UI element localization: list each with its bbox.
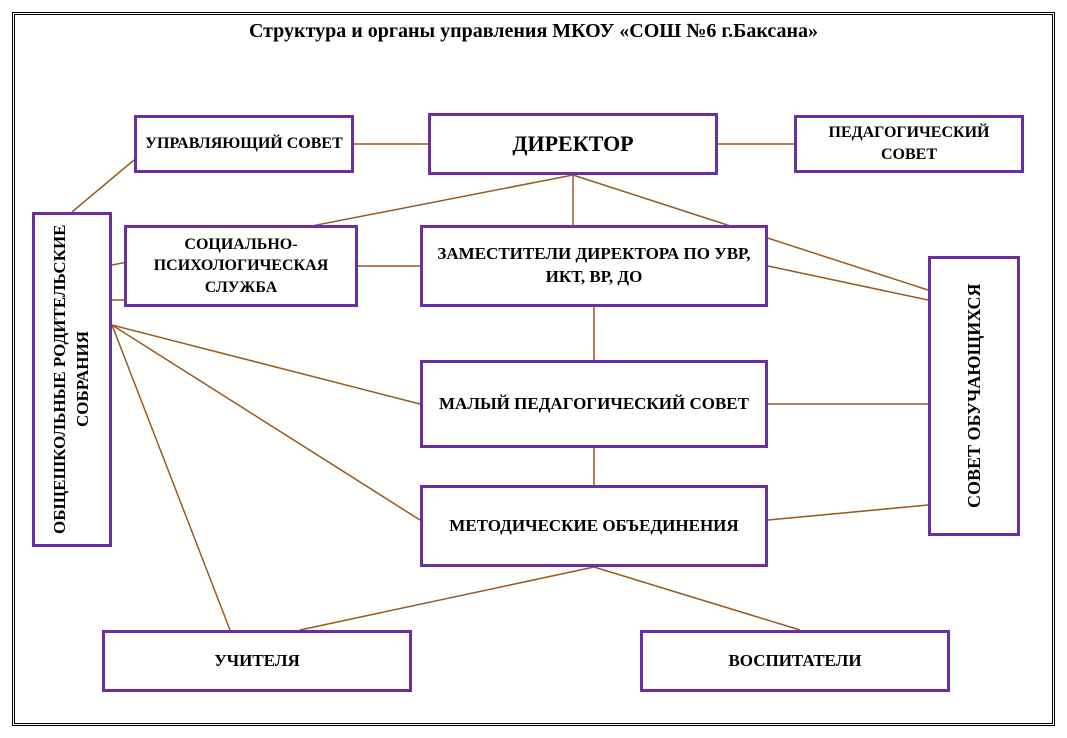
node-director: ДИРЕКТОР [428,113,718,175]
node-parents: ОБЩЕШКОЛЬНЫЕ РОДИТЕЛЬСКИЕ СОБРАНИЯ [32,212,112,547]
node-method: МЕТОДИЧЕСКИЕ ОБЪЕДИНЕНИЯ [420,485,768,567]
node-deputies: ЗАМЕСТИТЕЛИ ДИРЕКТОРА ПО УВР, ИКТ, ВР, Д… [420,225,768,307]
edge [768,505,928,520]
edge [72,160,134,212]
node-small_council: МАЛЫЙ ПЕДАГОГИЧЕСКИЙ СОВЕТ [420,360,768,448]
edge [112,325,420,404]
edge [594,567,800,630]
node-teachers: УЧИТЕЛЯ [102,630,412,692]
node-students: СОВЕТ ОБУЧАЮЩИХСЯ [928,256,1020,536]
edge [112,325,420,520]
node-social: СОЦИАЛЬНО-ПСИХОЛОГИЧЕСКАЯ СЛУЖБА [124,225,358,307]
edge [300,567,594,630]
node-gov_council: УПРАВЛЯЮЩИЙ СОВЕТ [134,115,354,173]
node-educators: ВОСПИТАТЕЛИ [640,630,950,692]
edge [112,325,230,630]
node-ped_council: ПЕДАГОГИЧЕСКИЙ СОВЕТ [794,115,1024,173]
